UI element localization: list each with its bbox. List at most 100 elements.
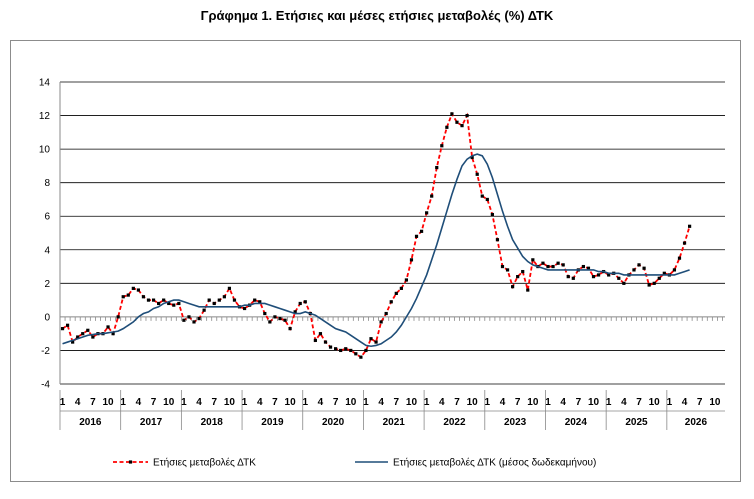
data-point [657,276,661,280]
month-tick-label: 7 [333,397,339,408]
data-point [91,335,95,339]
month-tick-label: 4 [257,397,263,408]
data-point [344,347,348,351]
y-tick-label: 6 [44,212,50,223]
data-point [349,348,353,353]
data-point [131,286,135,290]
series-lines [60,111,692,359]
y-tick-label: 2 [44,279,50,290]
data-point [404,278,409,282]
annual-change-line [62,111,691,359]
month-tick-label: 10 [163,397,175,408]
data-point [490,212,494,217]
year-label: 2016 [79,417,102,428]
data-point [116,315,120,319]
month-tick-label: 4 [136,397,142,408]
chart-frame [10,40,741,482]
data-point [65,323,70,327]
data-point [414,234,419,238]
year-label: 2019 [261,417,284,428]
data-point [162,298,166,302]
data-point [263,311,267,316]
month-tick-label: 10 [588,397,600,408]
legend-label-average: Ετήσιες μεταβολές ΔΤΚ (μέσος δωδεκαμήνου… [393,457,596,469]
data-point [551,264,555,269]
data-point [258,300,262,304]
data-point [632,268,636,272]
month-tick-label: 7 [697,397,703,408]
data-point [364,348,368,353]
data-point [157,301,161,306]
data-point [531,258,535,262]
data-point [222,295,226,299]
data-point [470,155,474,160]
month-tick-label: 7 [151,397,157,408]
data-point [318,332,323,336]
gridlines [60,81,725,385]
data-point [172,303,176,307]
legend-label-annual: Ετήσιες μεταβολές ΔΤΚ [153,457,256,469]
month-tick-label: 10 [406,397,418,408]
data-point [450,112,454,116]
data-point [339,348,343,353]
data-point [232,298,237,302]
month-tick-label: 4 [682,397,688,408]
data-point [293,310,297,314]
data-point [86,328,90,332]
data-point [288,327,292,331]
data-point [591,275,596,279]
data-point [688,224,692,228]
chart-title: Γράφημα 1. Ετήσιες και μέσες ετήσιες μετ… [200,8,554,23]
data-point [435,165,439,170]
data-point [541,261,545,265]
year-label: 2017 [140,417,163,428]
data-point [111,332,115,336]
year-label: 2022 [443,417,466,428]
data-point [146,298,151,302]
data-point [546,264,550,269]
month-tick-label: 4 [439,397,445,408]
year-label: 2023 [504,417,527,428]
data-point [561,263,565,267]
data-point [581,264,586,269]
month-tick-label: 1 [363,397,369,408]
data-point [419,229,424,233]
data-point [313,338,317,342]
month-tick-label: 7 [515,397,521,408]
data-point [379,320,383,324]
year-label: 2024 [565,417,588,428]
data-point [81,332,85,336]
data-point [566,275,570,279]
month-tick-label: 1 [667,397,673,408]
data-point [217,298,221,302]
legend: Ετήσιες μεταβολές ΔΤΚ Ετήσιες μεταβολές Δ… [113,457,596,469]
month-tick-label: 4 [500,397,506,408]
month-tick-label: 10 [527,397,539,408]
data-point [177,301,181,306]
data-point [273,315,277,319]
month-tick-label: 4 [378,397,384,408]
y-tick-label: -2 [41,346,50,357]
data-point [354,352,358,356]
data-point [151,298,156,302]
data-point [475,172,479,176]
month-tick-label: 1 [60,397,66,408]
month-tick-label: 4 [318,397,324,408]
month-tick-label: 7 [211,397,217,408]
data-point [425,211,429,215]
month-tick-label: 7 [576,397,582,408]
y-tick-label: 8 [44,178,50,189]
data-point [106,325,110,329]
data-point [303,300,307,304]
data-point [389,300,393,304]
month-tick-label: 1 [120,397,126,408]
year-label: 2025 [625,417,648,428]
data-point [207,298,211,302]
data-point [642,266,646,270]
y-tick-label: 10 [39,145,51,156]
month-tick-label: 10 [102,397,114,408]
data-point [136,288,140,292]
y-tick-label: 12 [39,111,51,122]
data-point [637,263,641,267]
